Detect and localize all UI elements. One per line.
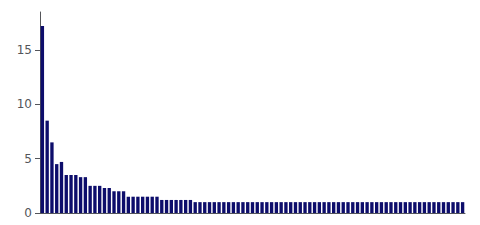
svg-text:0: 0: [24, 206, 32, 220]
svg-text:15: 15: [17, 43, 32, 57]
svg-text:10: 10: [17, 97, 32, 111]
svg-text:5: 5: [24, 152, 32, 166]
